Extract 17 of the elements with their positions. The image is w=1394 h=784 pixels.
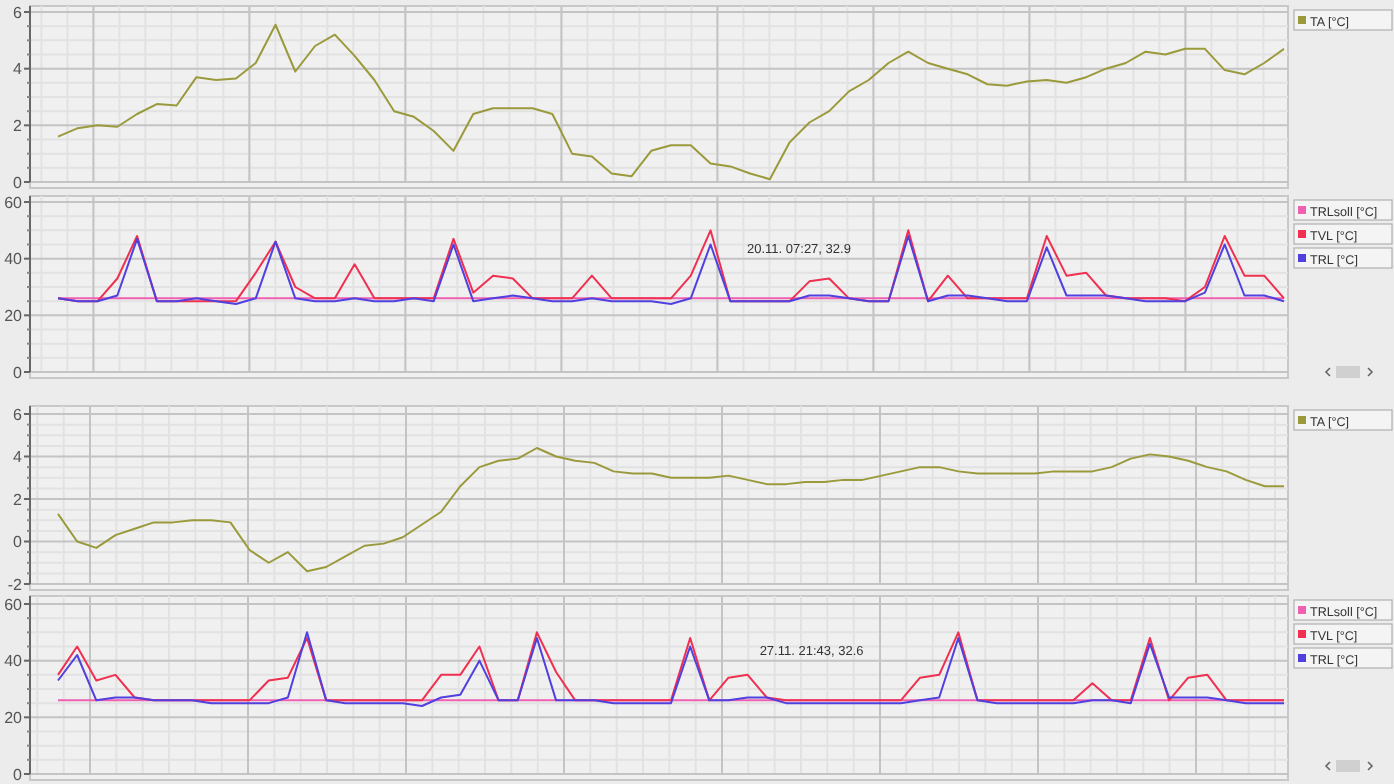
y-tick-label: 0 (13, 363, 24, 382)
y-tick-label: 0 (13, 533, 24, 552)
y-tick-label: 4 (13, 448, 24, 467)
y-tick-label: 2 (13, 490, 24, 509)
y-tick-label: 2 (13, 116, 24, 135)
y-tick-label: 0 (13, 173, 24, 192)
y-tick-label: 60 (4, 193, 24, 212)
y-tick-label: 6 (13, 3, 24, 22)
y-tick-label: 40 (4, 250, 24, 269)
y-tick-label: -2 (7, 575, 24, 594)
y-tick-label: 20 (4, 306, 24, 325)
y-tick-label: 40 (4, 652, 24, 671)
y-tick-label: 4 (13, 60, 24, 79)
y-tick-label: 20 (4, 708, 24, 727)
y-tick-label: 0 (13, 765, 24, 784)
y-tick-label: 6 (13, 405, 24, 424)
y-tick-label: 60 (4, 595, 24, 614)
